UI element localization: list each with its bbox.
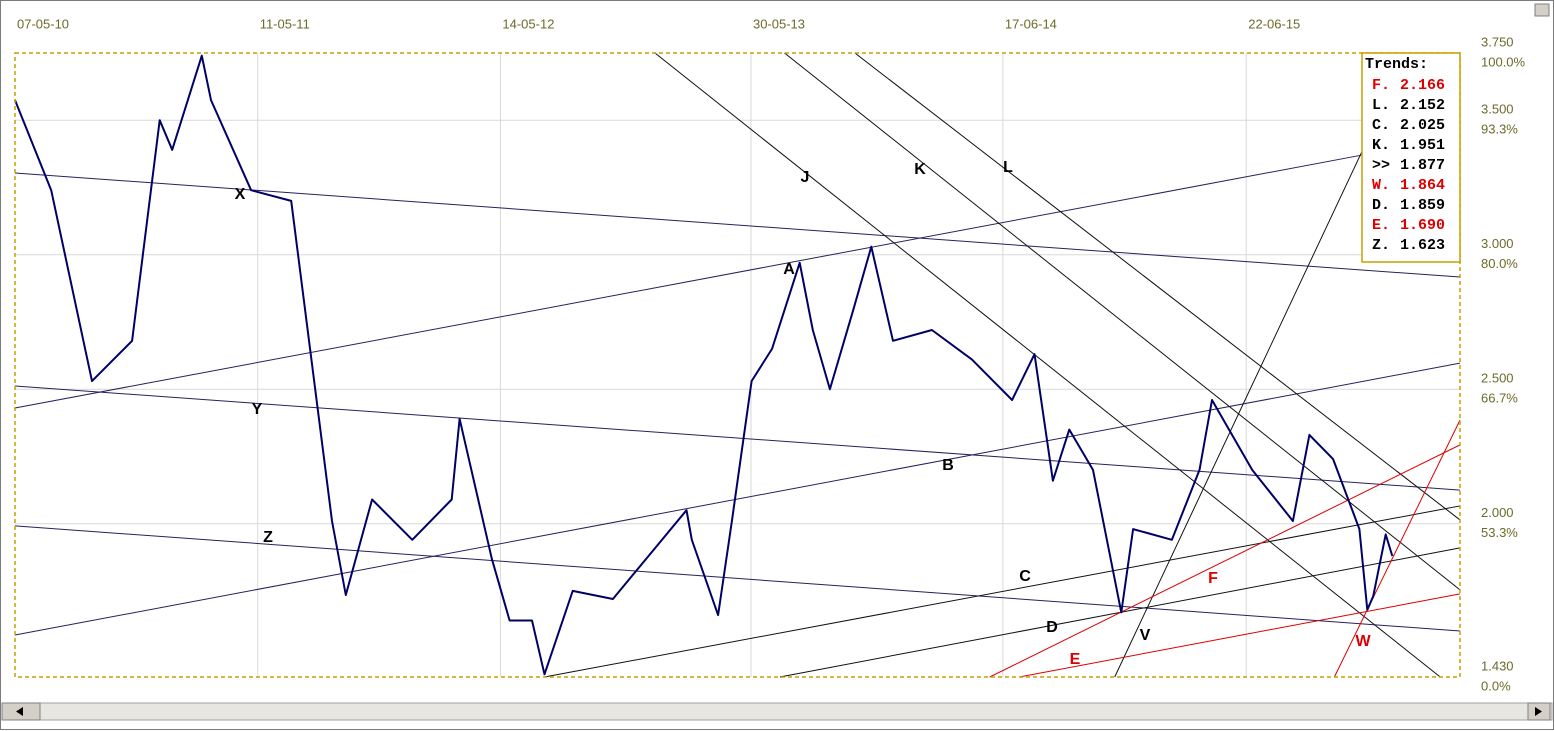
- legend-value: 2.166: [1400, 77, 1445, 94]
- trend-label: B: [942, 457, 954, 474]
- legend-value: 1.690: [1400, 217, 1445, 234]
- y-tick-label: 3.500: [1481, 102, 1514, 117]
- trend-label: J: [801, 169, 810, 186]
- trend-label: A: [783, 261, 795, 278]
- y-tick-label: 1.430: [1481, 658, 1514, 673]
- trend-label: W: [1355, 633, 1371, 650]
- legend-title: Trends:: [1365, 56, 1428, 73]
- trend-label: F: [1208, 570, 1218, 587]
- y-tick-percent-label: 100.0%: [1481, 54, 1526, 69]
- legend-value: 1.859: [1400, 197, 1445, 214]
- trend-line: [14, 172, 1461, 278]
- legend-name: W.: [1372, 177, 1390, 194]
- legend-value: 2.152: [1400, 97, 1445, 114]
- x-tick-label: 14-05-12: [502, 16, 554, 31]
- trend-line: [1333, 419, 1461, 678]
- trend-label: Y: [252, 401, 263, 418]
- legend-value: 2.025: [1400, 117, 1445, 134]
- trend-line: [989, 444, 1461, 678]
- scrollbar[interactable]: [1, 702, 1553, 721]
- trend-label: Z: [263, 529, 273, 546]
- legend-value: 1.864: [1400, 177, 1445, 194]
- trend-label: D: [1046, 619, 1058, 636]
- y-tick-label: 3.000: [1481, 236, 1514, 251]
- trend-label: X: [235, 186, 246, 203]
- legend: Trends: F. 2.166 L. 2.152 C. 2.025 K. 1.951 >> 1.8…: [1361, 52, 1461, 263]
- y-tick-label: 2.000: [1481, 505, 1514, 520]
- legend-value: 1.623: [1400, 237, 1445, 254]
- y-tick-percent-label: 0.0%: [1481, 678, 1511, 693]
- legend-name: >>: [1372, 157, 1390, 174]
- x-tick-label: 22-06-15: [1248, 16, 1300, 31]
- trend-label: L: [1003, 159, 1013, 176]
- legend-name: Z.: [1372, 237, 1390, 254]
- arrow-icon: [1535, 707, 1542, 716]
- trend-line: [544, 505, 1461, 678]
- x-tick-label: 17-06-14: [1005, 16, 1057, 31]
- trend-line: [854, 52, 1461, 521]
- trend-label: C: [1019, 568, 1031, 585]
- trend-line: [654, 52, 1441, 678]
- trend-label: E: [1070, 651, 1081, 668]
- legend-value: 1.951: [1400, 137, 1445, 154]
- y-tick-label: 2.500: [1481, 371, 1514, 386]
- trend-line: [14, 385, 1461, 491]
- price-line: [14, 54, 1394, 676]
- x-tick-label: 11-05-11: [260, 16, 310, 31]
- trend-line: [1019, 593, 1461, 678]
- trend-line: [14, 154, 1363, 409]
- scroll-track[interactable]: [1, 702, 1553, 721]
- legend-name: D.: [1372, 197, 1390, 214]
- x-tick-label: 07-05-10: [17, 16, 69, 31]
- corner-button[interactable]: [1534, 3, 1550, 17]
- legend-name: K.: [1372, 137, 1390, 154]
- y-tick-label: 3.750: [1481, 34, 1514, 49]
- y-tick-percent-label: 93.3%: [1481, 122, 1518, 137]
- legend-name: L.: [1372, 97, 1390, 114]
- arrow-icon: [16, 707, 23, 716]
- legend-name: F.: [1372, 77, 1390, 94]
- x-tick-label: 30-05-13: [753, 16, 805, 31]
- trend-line: [14, 525, 1461, 632]
- y-tick-percent-label: 53.3%: [1481, 525, 1518, 540]
- legend-value: 1.877: [1400, 157, 1445, 174]
- plot-border: [14, 52, 1461, 678]
- y-tick-percent-label: 66.7%: [1481, 391, 1518, 406]
- trend-label: V: [1140, 627, 1151, 644]
- legend-box: [1361, 52, 1461, 263]
- trend-line: [1114, 149, 1364, 678]
- y-tick-percent-label: 80.0%: [1481, 256, 1518, 271]
- trend-label: K: [914, 161, 926, 178]
- trend-line: [14, 362, 1461, 636]
- legend-name: E.: [1372, 217, 1390, 234]
- plot-area: X Y Z A B C D J K L V E F W: [14, 52, 1461, 678]
- legend-name: C.: [1372, 117, 1390, 134]
